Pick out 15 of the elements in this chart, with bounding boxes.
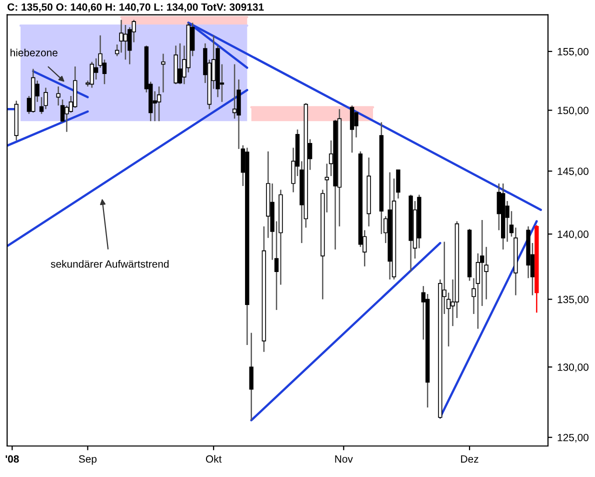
x-tick-label: Sep — [78, 455, 97, 465]
y-tick-label: 155,00 — [558, 48, 588, 57]
y-tick-label: 135,00 — [558, 296, 588, 304]
y-tick-label: 150,00 — [558, 106, 588, 116]
chart-title: C: 135,50 O: 140,60 H: 140,70 L: 134,00 TotV: 309131 — [8, 3, 264, 12]
x-tick-label: '08 — [6, 455, 19, 463]
y-tick-label: 145,00 — [558, 168, 588, 176]
y-tick-label: 130,00 — [558, 364, 588, 372]
y-tick-label: 125,00 — [558, 434, 588, 442]
x-tick-label: Dez — [461, 455, 478, 463]
y-tick-label: 140,00 — [558, 230, 588, 240]
annotation: sekundärer Aufwärtstrend — [50, 260, 169, 268]
annotation: hiebezone — [10, 48, 58, 56]
x-tick-label: Okt — [206, 455, 222, 463]
x-tick-label: Nov — [335, 455, 353, 463]
